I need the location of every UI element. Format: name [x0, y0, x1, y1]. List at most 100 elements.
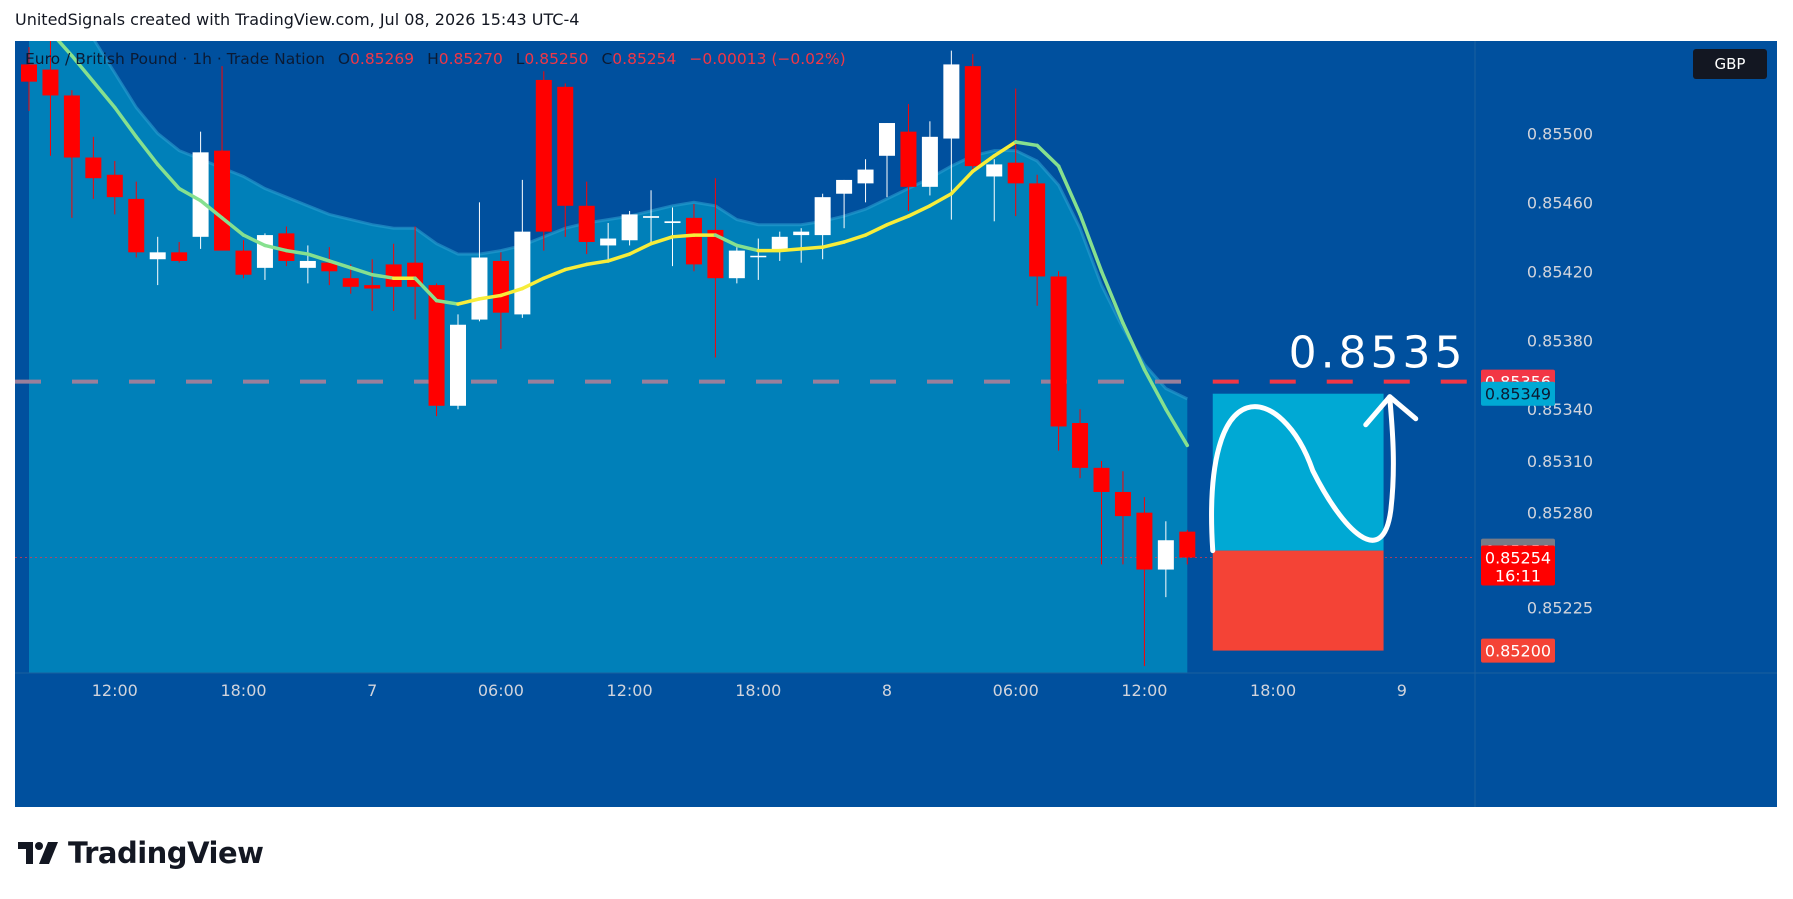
moving-average-segment	[1056, 164, 1082, 217]
moving-average-segment	[778, 247, 803, 253]
candle-body	[321, 262, 338, 272]
candle-body	[793, 231, 810, 236]
candle-body	[171, 252, 188, 261]
candle-body	[857, 169, 874, 184]
candle-body	[342, 278, 359, 287]
moving-average-segment	[820, 240, 846, 249]
moving-average-segment	[220, 216, 246, 237]
symbol-name[interactable]: Euro / British Pound · 1h · Trade Nation	[25, 50, 325, 68]
moving-average-segment	[842, 233, 868, 244]
candle-body	[621, 214, 638, 241]
candle-body	[278, 233, 295, 261]
candle-body	[256, 235, 273, 268]
wave-arrow-head	[1363, 394, 1419, 428]
candle-body	[535, 79, 552, 232]
candle-body	[943, 64, 960, 139]
candle-body	[514, 231, 531, 315]
moving-average-segment	[70, 54, 96, 84]
candle-body	[750, 255, 767, 258]
moving-average-segment	[649, 235, 675, 246]
high-value: 0.85270	[438, 50, 503, 68]
candle-body	[986, 164, 1003, 177]
moving-average-segment	[1078, 212, 1104, 274]
candle-body	[471, 257, 488, 320]
moving-average-segment	[113, 105, 138, 139]
close-label: C	[601, 50, 613, 68]
moving-average-segment	[349, 266, 374, 277]
tradingview-logo-text: TradingView	[68, 836, 264, 870]
axes: 0.855000.854600.854200.853800.853400.853…	[15, 41, 1777, 807]
candle-body	[42, 69, 59, 96]
profit-zone	[1212, 393, 1384, 551]
moving-average-segment	[456, 297, 482, 306]
price-tick-label: 0.85420	[1527, 262, 1593, 281]
price-chart[interactable]: 0.8535 0.85500 0.85460 0.85420 0.85380 0.853…	[15, 41, 1777, 807]
candle-body	[879, 123, 895, 156]
moving-average-segment	[713, 233, 739, 248]
moving-average-segment	[177, 186, 203, 203]
time-tick-label: 18:00	[735, 681, 781, 700]
candle-body	[1179, 531, 1196, 558]
time-tick-label: 18:00	[1250, 681, 1296, 700]
tradingview-logo-icon	[18, 842, 58, 864]
candle-body	[21, 64, 37, 82]
candle-body	[1093, 467, 1110, 492]
price-tick-label: 0.85310	[1527, 452, 1593, 471]
candle-body	[771, 236, 788, 251]
moving-average-segment	[520, 276, 546, 291]
time-tick-label: 12:00	[607, 681, 653, 700]
price-tick-label: 0.85380	[1527, 331, 1593, 350]
last-price-label: 0.85254	[1485, 548, 1551, 567]
time-tick-label: 06:00	[993, 681, 1039, 700]
ema-price-label: 0.85349	[1485, 385, 1551, 404]
moving-average-line	[56, 41, 1190, 448]
moving-average-segment	[971, 154, 996, 174]
candle-body	[299, 260, 316, 268]
moving-average-segment	[155, 162, 181, 191]
moving-average-segment	[906, 204, 932, 218]
moving-average-segment	[584, 259, 610, 267]
moving-average-segment	[477, 293, 503, 301]
moving-average-segment	[863, 222, 889, 237]
moving-average-segment	[735, 243, 761, 253]
moving-average-segment	[949, 169, 975, 196]
moving-average-segment	[606, 252, 632, 263]
candle-body	[664, 221, 681, 224]
moving-average-segment	[1099, 269, 1125, 325]
currency-badge[interactable]: GBP	[1693, 49, 1767, 79]
candle-body	[85, 157, 102, 179]
moving-average-segment	[91, 79, 117, 110]
candle-body	[964, 66, 981, 167]
long-position-tool[interactable]: 0.8535	[1209, 328, 1467, 651]
moving-average-segment	[327, 259, 353, 270]
wave-arrow-path	[1209, 394, 1396, 554]
candle-body	[685, 217, 702, 265]
candle-body	[1050, 276, 1067, 427]
candle-body	[364, 285, 381, 289]
moving-average-segment	[670, 233, 696, 239]
candle-body	[450, 324, 466, 406]
time-tick-label: 8	[882, 681, 892, 700]
moving-average-segment	[1164, 407, 1190, 448]
symbol-legend: Euro / British Pound · 1h · Trade Nation…	[25, 50, 846, 68]
low-value: 0.85250	[524, 50, 589, 68]
moving-average-segment	[284, 248, 310, 256]
moving-average-segment	[241, 233, 267, 248]
time-tick-label: 18:00	[220, 681, 266, 700]
moving-average-segment	[198, 198, 224, 220]
time-tick-label: 12:00	[92, 681, 138, 700]
chart-header: UnitedSignals created with TradingView.c…	[15, 10, 580, 29]
candle-body	[192, 152, 209, 237]
ema-price-label-bg	[1481, 381, 1555, 406]
chart-area[interactable]: 0.8535 0.85500 0.85460 0.85420 0.85380 0.853…	[15, 41, 1777, 807]
candle-body	[106, 174, 123, 198]
open-value: 0.85269	[350, 50, 415, 68]
candle-body	[235, 250, 252, 275]
last-price-label-countdown: 16:11	[1495, 566, 1541, 585]
candle-body	[214, 150, 231, 251]
stop-price-label-bg	[1481, 638, 1555, 663]
price-tick-label: 0.85225	[1527, 598, 1593, 617]
candle-body	[428, 285, 445, 406]
candle-body	[492, 260, 509, 313]
candle-body	[385, 264, 402, 287]
